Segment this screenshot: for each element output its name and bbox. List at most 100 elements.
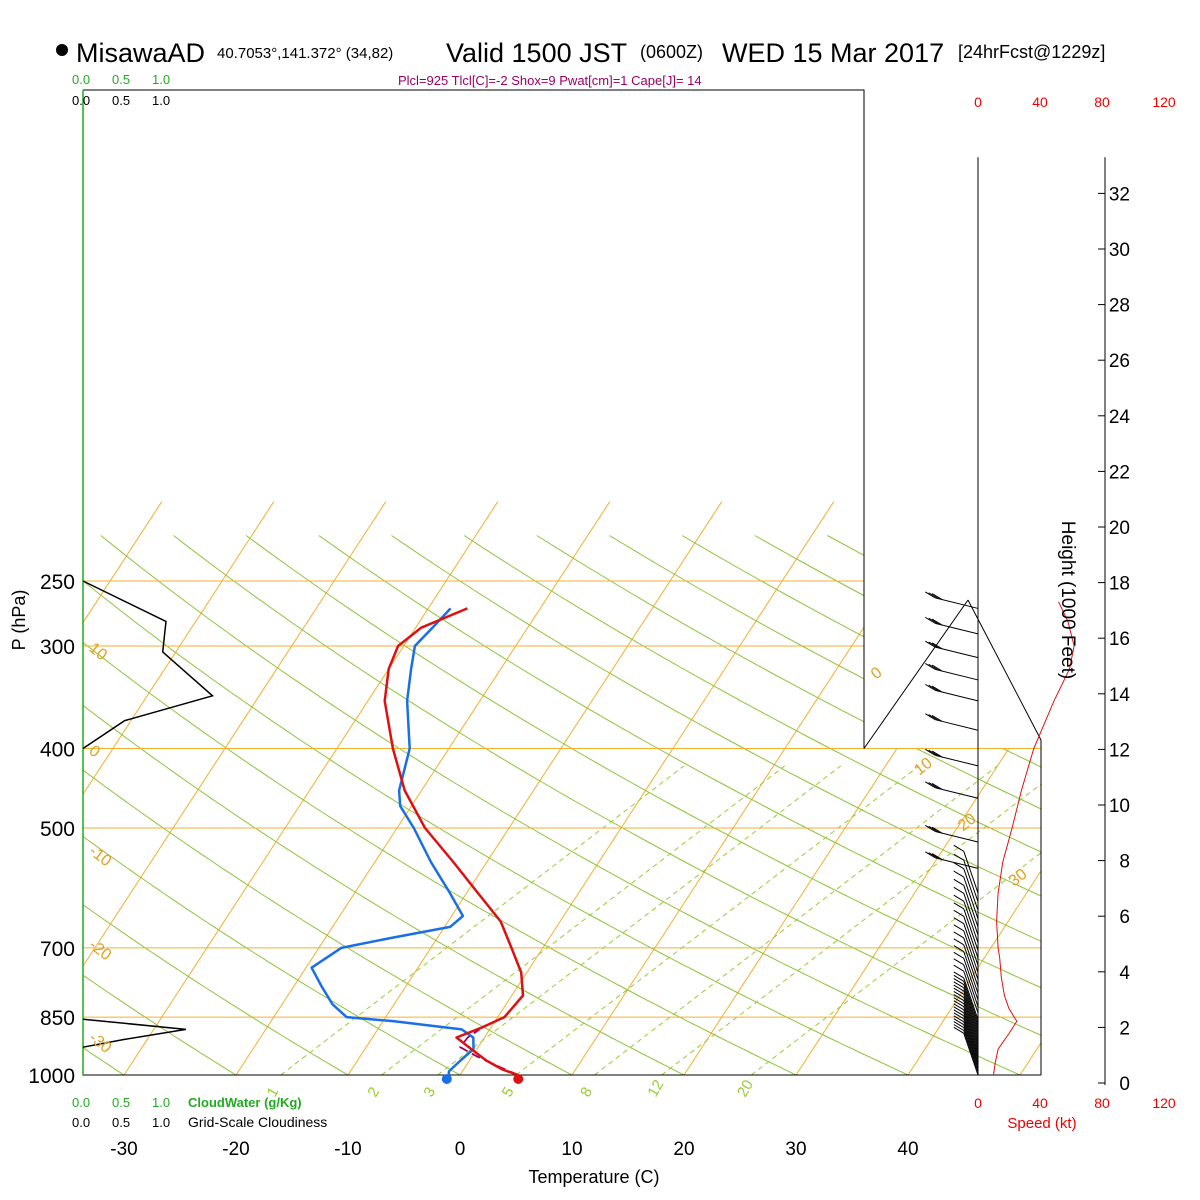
wind-barb	[953, 1021, 979, 1070]
cloudiness-profile	[82, 580, 215, 1048]
wind-barb	[925, 616, 979, 635]
dry-adiabat-line	[1191, 536, 1200, 1093]
wind-barb	[953, 945, 979, 994]
cloud-water-scale-bottom: 0.0	[72, 1095, 90, 1110]
wind-barb	[953, 964, 979, 1014]
mixing-ratio-lines	[280, 765, 1041, 1075]
wind-barb	[925, 591, 979, 609]
cloudiness-scale-top: 0.0	[72, 93, 90, 108]
wind-speed-line	[993, 601, 1075, 1076]
dry-adiabat-line	[83, 535, 606, 1075]
wind-barb	[953, 981, 979, 1030]
cloud-water-scale-top: 0.5	[112, 72, 130, 87]
height-tick-label: 32	[1109, 184, 1130, 205]
isotherm-line	[83, 501, 163, 1075]
isotherm-line	[907, 501, 1041, 1075]
mixing-ratio-label: 8	[577, 1084, 596, 1100]
speed-tick-label-bottom: 40	[1032, 1095, 1048, 1111]
isotherm-line	[123, 501, 499, 1075]
valid-time: Valid 1500 JST	[446, 38, 627, 68]
dry-adiabat-line	[899, 535, 1041, 1075]
cloudiness-scale-bottom: 0.0	[72, 1115, 90, 1130]
speed-tick-label-top: 80	[1094, 94, 1110, 110]
wind-barb	[925, 640, 979, 659]
temperature-tick-label: 0	[455, 1139, 466, 1160]
isotherm-label: 30	[1006, 866, 1031, 890]
wind-barb	[925, 781, 979, 799]
stability-indices: Plcl=925 Tlcl[C]=-2 Shox=9 Pwat[cm]=1 Ca…	[398, 73, 702, 88]
cloudiness-line	[82, 580, 215, 750]
mixing-ratio-line	[594, 765, 998, 1075]
dry-adiabat-line	[83, 535, 265, 1075]
wind-barb	[953, 994, 979, 1043]
mixing-ratio-label: 12	[644, 1077, 667, 1100]
mixing-ratio-label: 2	[364, 1084, 383, 1100]
wind-barb	[953, 997, 979, 1046]
wind-panel	[863, 157, 1106, 1085]
pressure-tick-label: 700	[40, 938, 75, 961]
isotherm-label: 20	[955, 810, 980, 834]
wind-barb	[953, 1009, 979, 1058]
isotherm-line	[83, 501, 275, 1075]
wind-barb	[953, 844, 979, 894]
pressure-tick-label: 500	[40, 818, 75, 841]
cloudiness-line	[82, 1018, 187, 1048]
cloudiness-label: Grid-Scale Cloudiness	[188, 1114, 327, 1130]
dry-adiabat-line	[83, 535, 720, 1075]
speed-tick-label-bottom: 120	[1152, 1095, 1176, 1111]
wind-barb	[925, 662, 979, 681]
speed-axis-label: Speed (kt)	[1007, 1115, 1076, 1132]
wind-barb	[953, 870, 979, 919]
wind-barb	[925, 748, 979, 767]
wind-panel-edge	[967, 599, 1042, 741]
wind-barb	[953, 1024, 979, 1073]
station-marker-icon	[56, 44, 68, 56]
wind-barb	[953, 958, 979, 1007]
cloudiness-scale-top: 0.5	[112, 93, 130, 108]
wind-barb	[953, 1006, 979, 1055]
height-tick-label: 14	[1109, 685, 1131, 706]
isotherm-line	[83, 501, 387, 1075]
cloudiness-scale-bottom: 1.0	[152, 1115, 170, 1130]
mixing-ratio-label: 5	[499, 1084, 518, 1100]
isotherm-label-left: -10	[86, 843, 115, 871]
wind-barb	[953, 1026, 979, 1076]
sounding-curves	[310, 607, 525, 1084]
cloudiness-scale-bottom: 0.5	[112, 1115, 130, 1130]
surface-dewpoint-point	[441, 1074, 452, 1084]
mixing-ratio-line	[661, 765, 1041, 1075]
wind-barb	[953, 984, 979, 1033]
isotherm-lines	[83, 501, 1041, 1075]
dry-adiabat-line	[245, 535, 1041, 1075]
height-tick-label: 22	[1109, 462, 1130, 483]
mixing-ratio-line	[280, 765, 685, 1075]
wind-barb	[953, 886, 979, 936]
speed-tick-label-bottom: 80	[1094, 1095, 1110, 1111]
station-coords: 40.7053°,141.372° (34,82)	[217, 45, 393, 62]
height-tick-label: 6	[1119, 907, 1130, 928]
wind-barb	[953, 902, 979, 951]
height-tick-label: 28	[1109, 296, 1130, 317]
pressure-tick-label: 1000	[28, 1065, 75, 1088]
dewpoint-curve	[310, 607, 475, 1076]
dry-adiabat-lines	[83, 535, 1200, 1093]
dry-adiabat-line	[972, 535, 1041, 1075]
y-axis-label: P (hPa)	[9, 590, 29, 651]
dry-adiabat-line	[318, 535, 1041, 1075]
cloud-water-scale-top: 1.0	[152, 72, 170, 87]
pressure-tick-label: 400	[40, 738, 75, 761]
cloud-water-scale-bottom: 0.5	[112, 1095, 130, 1110]
wind-barb	[953, 938, 979, 987]
wind-barb	[953, 974, 979, 1024]
dry-adiabat-line	[83, 535, 833, 1075]
wind-barb	[925, 683, 979, 702]
surface-temperature-point	[513, 1074, 524, 1084]
height-tick-label: 12	[1109, 740, 1130, 761]
isotherm-line	[459, 501, 835, 1075]
wind-barb	[953, 894, 979, 943]
height-tick-label: 4	[1119, 963, 1130, 984]
temperature-tick-label: -30	[110, 1139, 137, 1160]
plot-frame	[82, 89, 1041, 1076]
isotherm-label: 10	[911, 755, 936, 779]
